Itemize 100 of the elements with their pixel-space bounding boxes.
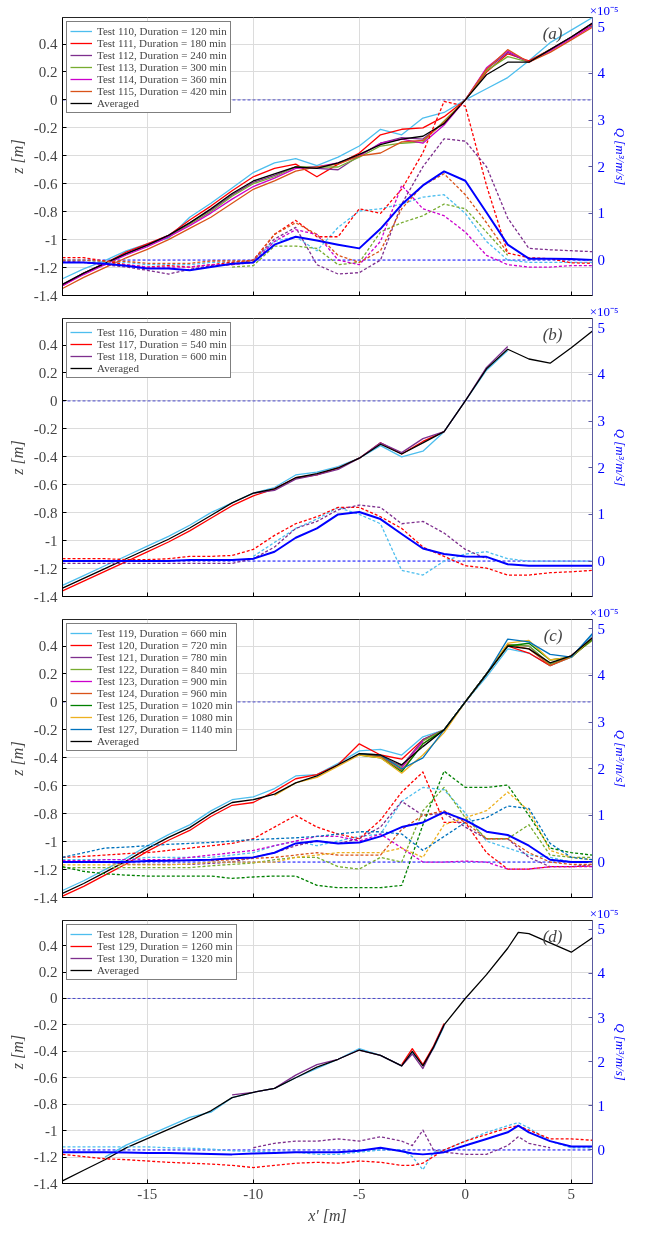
y2-tick-label: 0 [597,252,605,269]
y-tick-label: -0.6 [33,476,58,493]
annotation: (b) [542,324,563,344]
legend-label: Test 112, Duration = 240 min [97,49,227,61]
y-tick-label: -0.4 [33,448,58,465]
annotation: ×10⁻⁵ [589,604,619,620]
legend-label: Test 121, Duration = 780 min [97,651,228,663]
x-tick-label: 5 [567,1185,576,1202]
y-tick-label: 0.4 [38,337,58,354]
y-tick-label: -0.2 [33,420,58,437]
y-tick-label: -0.6 [33,777,58,794]
y-tick-label: 0.4 [38,638,58,655]
x-tick-label: -15 [137,1185,158,1202]
x-tick-label: -10 [243,1185,264,1202]
y-axis-title: z [m] [8,139,26,175]
legend-label: Test 117, Duration = 540 min [97,338,227,350]
y2-tick-label: 5 [597,620,605,637]
y-tick-label: -0.2 [33,1016,58,1033]
y-tick-label: 0 [50,990,58,1007]
y2-tick-label: 3 [597,714,605,731]
y2-axis-title: Q [m³/m/s] [613,1023,628,1081]
y2-tick-label: 3 [597,1009,605,1026]
y2-tick-label: 5 [597,319,605,336]
y2-axis-title: Q [m³/m/s] [613,729,628,788]
y2-tick-label: 2 [597,760,605,777]
y-tick-label: 0.2 [38,364,58,381]
y2-tick-label: 2 [597,158,605,175]
legend-label: Test 118, Duration = 600 min [97,350,227,362]
y-tick-label: -1 [45,1122,58,1139]
y2-tick-label: 1 [597,1097,605,1114]
y-tick-label: -0.2 [33,119,58,136]
y-tick-label: -0.2 [33,721,58,738]
y2-tick-label: 4 [597,65,606,82]
annotation: ×10⁻⁵ [589,905,619,921]
y-tick-label: -1.4 [33,889,58,906]
y-tick-label: -0.4 [33,147,58,164]
legend-label: Test 130, Duration = 1320 min [97,952,233,964]
legend-label: Test 111, Duration = 180 min [97,37,227,49]
y-tick-label: -0.4 [33,1043,58,1060]
y-tick-label: -0.6 [33,1069,58,1086]
legend-label: Test 125, Duration = 1020 min [97,699,233,711]
y-tick-label: -0.8 [33,1096,58,1113]
legend-label: Test 123, Duration = 900 min [97,675,228,687]
y-tick-label: -1 [45,231,58,248]
legend-label: Test 124, Duration = 960 min [97,687,228,699]
y-tick-label: -0.8 [33,805,58,822]
y-axis-title: z [m] [8,741,26,777]
y-tick-label: -0.8 [33,203,58,220]
annotation: (c) [543,625,563,645]
y-tick-label: -0.4 [33,749,58,766]
legend-label: Test 119, Duration = 660 min [97,627,227,639]
y-tick-label: -0.6 [33,175,58,192]
legend-label: Test 126, Duration = 1080 min [97,711,233,723]
legend-label: Test 116, Duration = 480 min [97,326,227,338]
y2-tick-label: 2 [597,459,605,476]
legend-label: Test 129, Duration = 1260 min [97,940,233,952]
y-tick-label: -1 [45,833,58,850]
x-tick-label: -5 [353,1185,366,1202]
legend-label: Test 115, Duration = 420 min [97,85,227,97]
legend-label: Averaged [97,735,139,747]
annotation: (d) [542,926,563,946]
legend-label: Averaged [97,362,139,374]
y2-tick-label: 0 [597,1141,605,1158]
y-tick-label: 0.4 [38,937,58,954]
y-axis-title: z [m] [8,1034,26,1071]
y-tick-label: -1 [45,532,58,549]
y2-tick-label: 0 [597,553,605,570]
y2-tick-label: 0 [597,854,605,871]
y-tick-label: -1.2 [33,861,58,878]
legend-label: Test 122, Duration = 840 min [97,663,228,675]
annotation: ×10⁻⁵ [589,303,619,319]
y-tick-label: -1.4 [33,287,58,304]
legend-label: Averaged [97,97,139,109]
x-axis-title: x′ [m] [307,1206,347,1224]
legend-label: Test 120, Duration = 720 min [97,639,228,651]
y-tick-label: 0.2 [38,964,58,981]
y-tick-label: -1.2 [33,560,58,577]
y2-tick-label: 5 [597,18,605,35]
y2-tick-label: 4 [597,366,606,383]
y-tick-label: -1.4 [33,1175,58,1192]
y-tick-label: 0 [50,693,58,710]
x-tick-label: 0 [461,1185,470,1202]
y-tick-label: -1.2 [33,259,58,276]
y-tick-label: 0.2 [38,63,58,80]
y-tick-label: -1.2 [33,1149,58,1166]
y2-tick-label: 1 [597,807,605,824]
y2-tick-label: 2 [597,1053,605,1070]
y2-tick-label: 5 [597,921,605,938]
legend-label: Averaged [97,964,139,976]
y-tick-label: -1.4 [33,588,58,605]
y2-axis-title: Q [m³/m/s] [613,127,628,186]
y-tick-label: 0.4 [38,36,58,53]
y-axis-title: z [m] [8,440,26,476]
legend-label: Test 110, Duration = 120 min [97,25,227,37]
y-tick-label: 0.2 [38,665,58,682]
legend-label: Test 128, Duration = 1200 min [97,928,233,940]
y2-tick-label: 1 [597,205,605,222]
legend-label: Test 113, Duration = 300 min [97,61,227,73]
y2-tick-label: 3 [597,112,605,129]
legend-label: Test 127, Duration = 1140 min [97,723,233,735]
